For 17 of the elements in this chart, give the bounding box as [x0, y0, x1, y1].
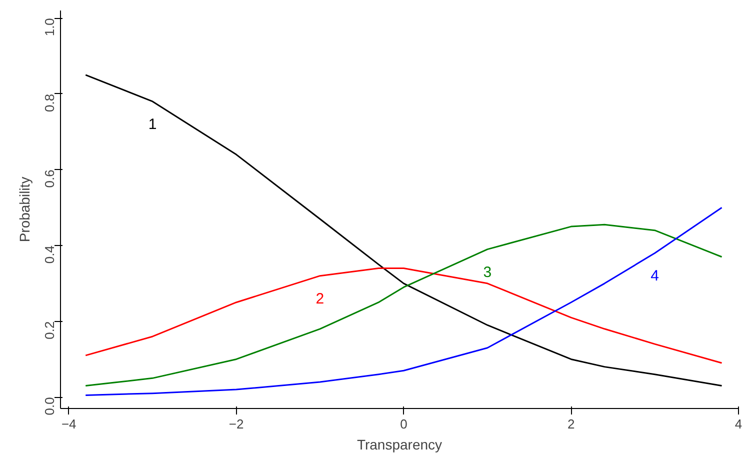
- y-tick-label: 0.4: [42, 246, 57, 264]
- series-label: 2: [316, 290, 324, 308]
- x-tick-label: −2: [228, 416, 244, 432]
- y-tick-label: 0.6: [42, 170, 57, 188]
- y-tick-label: 1.0: [42, 18, 57, 36]
- x-axis-title: Transparency: [356, 436, 442, 452]
- y-tick-label: 0.2: [42, 321, 57, 340]
- series-label: 4: [650, 268, 659, 285]
- x-tick-label: 0: [400, 416, 408, 432]
- x-tick-label: 2: [567, 416, 575, 432]
- y-tick-label: 0.0: [42, 397, 57, 416]
- x-tick-label: −4: [61, 416, 76, 432]
- y-tick-label: 0.8: [42, 94, 57, 112]
- series-label: 1: [148, 116, 157, 133]
- y-axis-title: Probability: [16, 176, 32, 242]
- x-tick-label: 4: [734, 416, 742, 432]
- series-label: 3: [483, 264, 492, 281]
